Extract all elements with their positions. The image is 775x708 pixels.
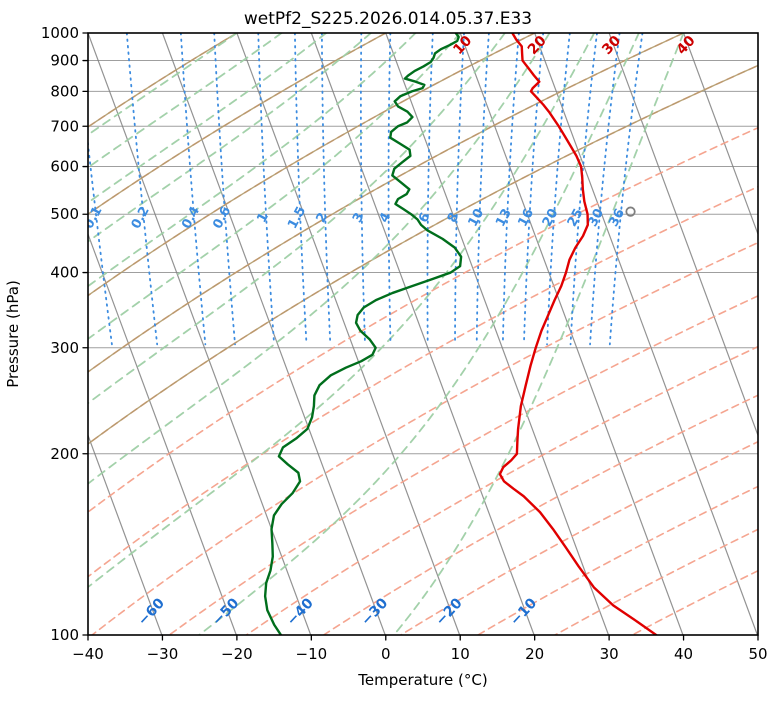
x-tick-label: 10	[451, 645, 470, 663]
moist-adiabat	[88, 33, 596, 589]
mixing-ratio-line	[213, 33, 236, 346]
isotherm-line	[161, 33, 386, 635]
y-tick-label: 1000	[41, 24, 79, 42]
y-tick-label: 100	[50, 626, 79, 644]
y-tick-label: 500	[50, 205, 79, 223]
plot-frame	[87, 32, 759, 636]
dry-adiabat-solid	[88, 33, 387, 215]
dry-adiabat	[245, 345, 758, 635]
moist-adiabat	[88, 33, 551, 485]
mixing-ratio-line	[608, 33, 644, 346]
dry-adiabat	[91, 241, 758, 635]
x-tick-label: 0	[381, 645, 391, 663]
mixing-ratio-label: 16	[515, 206, 537, 229]
mixing-ratio-line	[294, 33, 308, 346]
mixing-ratio-label: 30	[585, 206, 607, 229]
y-tick-label: 900	[50, 52, 79, 70]
dry-adiabat-solid	[88, 33, 685, 373]
mixing-ratio-line	[320, 33, 332, 346]
dewpoint-profile	[263, 33, 463, 635]
moist-adiabat	[88, 33, 372, 243]
isotherm-line	[88, 33, 312, 635]
chart-title: wetPf2_S225.2026.014.05.37.E33	[244, 9, 532, 29]
dry-adiabat-solid	[88, 33, 238, 128]
y-tick-label: 800	[50, 82, 79, 100]
isotherm-line	[236, 33, 461, 635]
y-tick-label: 700	[50, 117, 79, 135]
mixing-ratio-line	[569, 33, 598, 346]
isotherm-line	[88, 433, 163, 635]
dry-adiabat	[88, 185, 758, 578]
mixing-ratio-label: 13	[493, 206, 515, 229]
y-tick-label: 400	[50, 264, 79, 282]
moist-adiabat	[392, 33, 685, 635]
mixing-ratio-line	[454, 33, 465, 346]
moist-adiabat	[88, 33, 417, 288]
x-tick-label: −40	[72, 645, 104, 663]
mixing-ratio-line	[589, 33, 621, 346]
x-tick-label: 50	[748, 645, 767, 663]
mixing-ratio-line	[125, 33, 159, 346]
mixing-ratio-line	[501, 33, 520, 346]
dry-adiabat-solid	[88, 64, 758, 445]
mixing-ratio-line	[426, 33, 434, 346]
mixing-ratio-line	[546, 33, 571, 346]
mixing-ratio-line	[387, 33, 392, 346]
isotherm-line	[310, 33, 535, 635]
y-tick-label: 300	[50, 339, 79, 357]
x-tick-label: −10	[296, 645, 328, 663]
isotherm-line	[534, 33, 758, 635]
dry-adiabat-solid	[88, 33, 536, 297]
mixing-ratio-label: 10	[466, 206, 488, 229]
y-tick-label: 600	[50, 158, 79, 176]
moist-adiabat	[88, 33, 328, 204]
x-tick-label: 40	[674, 645, 693, 663]
x-tick-label: 20	[525, 645, 544, 663]
x-tick-label: 30	[600, 645, 619, 663]
x-tick-label: −20	[221, 645, 253, 663]
mixing-ratio-line	[523, 33, 545, 346]
dry-adiabat	[88, 126, 758, 514]
moist-adiabat	[198, 33, 640, 635]
temperature-profile	[498, 33, 658, 635]
y-tick-label: 200	[50, 445, 79, 463]
mixing-ratio-line	[179, 33, 207, 346]
y-axis-label: Pressure (hPa)	[4, 280, 22, 388]
mixing-ratio-line	[359, 33, 366, 346]
moist-adiabat	[88, 33, 462, 341]
mixing-ratio-label: 25	[565, 206, 587, 229]
lcl-marker	[625, 206, 636, 217]
isotherm-line	[88, 232, 237, 635]
moist-adiabat	[88, 33, 238, 136]
x-axis-label: Temperature (°C)	[357, 671, 487, 689]
mixing-ratio-line	[475, 33, 490, 346]
mixing-ratio-label: 36	[606, 206, 628, 229]
mixing-ratio-line	[257, 33, 275, 346]
moist-adiabat	[88, 33, 506, 405]
moist-adiabat	[88, 33, 283, 169]
mixing-ratio-label: 20	[540, 206, 562, 229]
isotherm-line	[608, 33, 758, 438]
x-tick-label: −30	[147, 645, 179, 663]
isotherm-line	[682, 33, 758, 236]
